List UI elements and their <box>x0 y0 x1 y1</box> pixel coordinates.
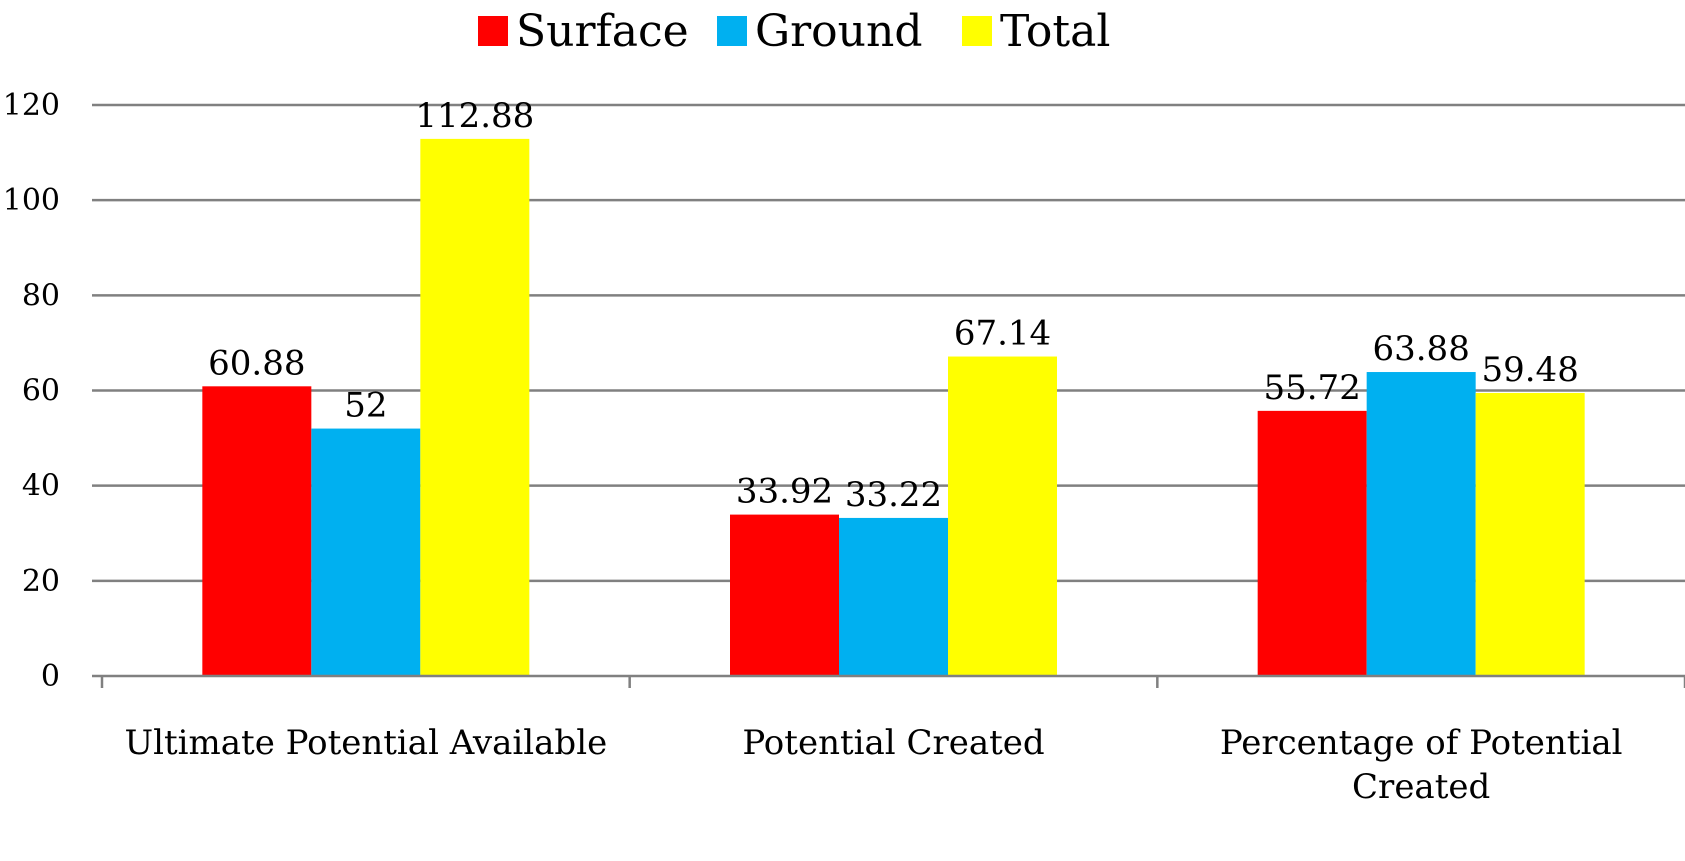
y-tick-label: 100 <box>3 183 60 218</box>
legend-swatch-surface <box>478 16 508 46</box>
bar-total <box>948 356 1057 676</box>
data-labels: 60.88 52 112.88 33.92 33.22 67.14 55.72 63.88 59… <box>208 96 1579 515</box>
y-axis-ticks: 0 20 40 60 80 100 120 <box>3 88 60 694</box>
y-tick-label: 120 <box>3 88 60 123</box>
bar-ground <box>311 428 421 676</box>
data-label: 33.22 <box>845 475 942 515</box>
data-label: 112.88 <box>415 96 534 136</box>
bar-ground <box>1366 372 1476 676</box>
y-tick-label: 40 <box>22 469 60 504</box>
data-label: 59.48 <box>1481 350 1578 390</box>
x-axis <box>92 674 1685 688</box>
data-label: 67.14 <box>954 314 1051 354</box>
category-label: Created <box>1352 767 1490 807</box>
y-tick-label: 0 <box>41 659 60 694</box>
y-tick-label: 60 <box>22 374 60 409</box>
category-labels: Ultimate Potential Available Potential Cr… <box>124 723 1622 807</box>
legend-label: Surface <box>516 6 689 57</box>
bar-total <box>1475 392 1585 676</box>
y-tick-label: 80 <box>22 278 60 313</box>
legend-label: Ground <box>755 6 923 57</box>
bar-total <box>420 138 530 676</box>
bar-surface <box>1257 410 1367 676</box>
category-label: Ultimate Potential Available <box>124 723 607 763</box>
category-label: Percentage of Potential <box>1220 723 1623 763</box>
bar-ground <box>839 517 948 676</box>
data-label: 63.88 <box>1372 329 1469 369</box>
data-label: 60.88 <box>208 343 305 383</box>
data-label: 33.92 <box>736 472 833 512</box>
bars <box>202 138 1585 676</box>
legend: Surface Ground Total <box>478 6 1110 57</box>
bar-surface <box>202 386 312 676</box>
legend-swatch-ground <box>717 16 747 46</box>
data-label: 55.72 <box>1263 368 1360 408</box>
y-tick-label: 20 <box>22 564 60 599</box>
data-label: 52 <box>344 386 387 426</box>
category-label: Potential Created <box>742 723 1044 763</box>
legend-label: Total <box>1000 6 1110 57</box>
bar-surface <box>730 514 839 676</box>
legend-swatch-total <box>962 16 992 46</box>
